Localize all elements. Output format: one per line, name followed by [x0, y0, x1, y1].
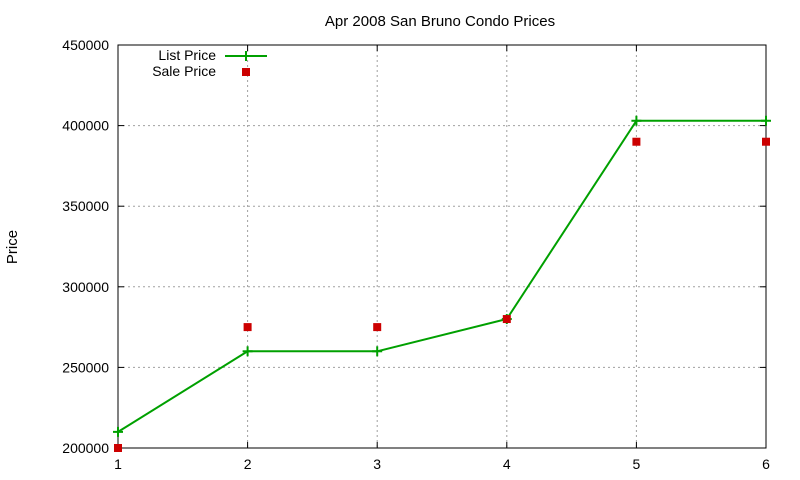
legend-label-list-price: List Price: [158, 47, 216, 63]
sale-price-point: [243, 323, 252, 332]
y-tick-label: 250000: [62, 359, 109, 375]
x-tick-label: 2: [244, 456, 252, 472]
legend-square-marker: [242, 68, 250, 76]
list-price-line: [117, 119, 766, 433]
sale-price-point: [762, 137, 770, 146]
y-axis-label: Price: [4, 230, 21, 264]
series-layer: [113, 115, 771, 452]
list-price-point: [761, 115, 771, 126]
sale-price-point: [632, 137, 641, 146]
grid-lines: [118, 45, 766, 448]
x-tick-label: 1: [114, 456, 122, 472]
list-price-point: [242, 346, 253, 357]
sale-price-point: [373, 323, 382, 332]
plot-frame: [117, 44, 767, 449]
y-tick-label: 350000: [62, 198, 109, 214]
chart-title: Apr 2008 San Bruno Condo Prices: [325, 13, 555, 30]
axis-ticks: 200000 250000 300000 350000 400000 450000 1 2 3 4…: [62, 37, 770, 472]
sale-price-point: [502, 315, 511, 324]
x-tick-label: 4: [503, 456, 511, 472]
sale-price-point: [114, 444, 122, 452]
y-tick-label: 300000: [62, 279, 109, 295]
legend-plus-marker: [241, 51, 251, 61]
x-tick-label: 3: [373, 456, 381, 472]
x-tick-label: 6: [762, 456, 770, 472]
y-tick-label: 200000: [62, 440, 109, 456]
list-price-point: [372, 346, 383, 357]
y-tick-label: 400000: [62, 118, 109, 134]
list-price-point: [113, 426, 123, 437]
list-price-point: [631, 115, 642, 126]
legend-label-sale-price: Sale Price: [152, 63, 216, 79]
y-tick-label: 450000: [62, 37, 109, 53]
x-tick-label: 5: [633, 456, 641, 472]
legend: List Price Sale Price: [152, 47, 267, 79]
